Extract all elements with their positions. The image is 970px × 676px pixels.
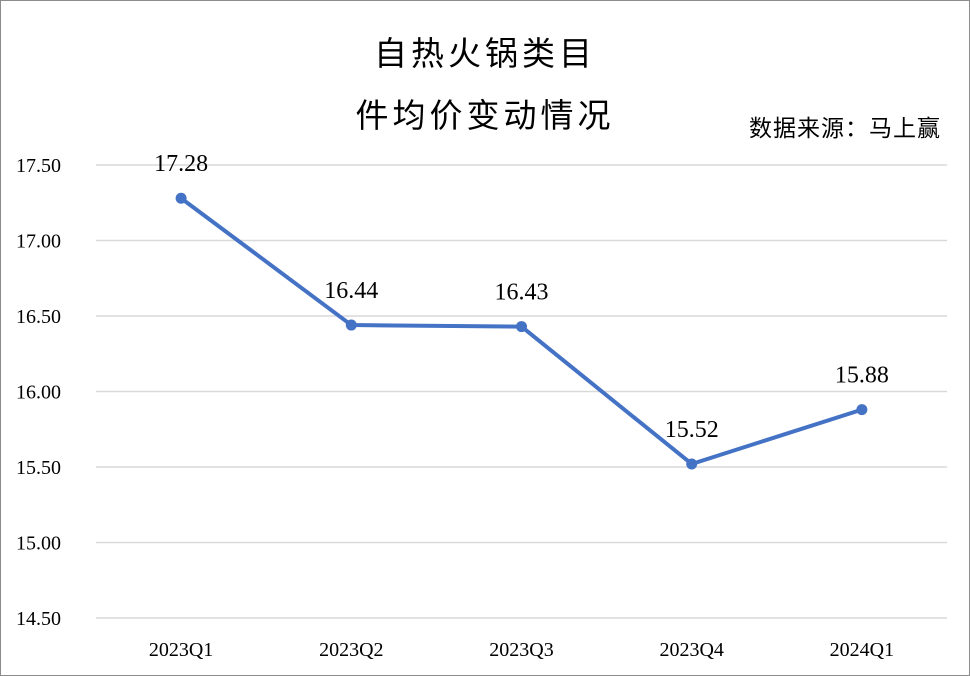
data-label: 15.88 <box>835 363 889 389</box>
data-point <box>345 319 357 331</box>
data-labels: 17.28 16.44 16.43 15.52 15.88 <box>154 151 889 443</box>
y-tick-label: 17.00 <box>16 231 61 253</box>
y-tick-label: 17.50 <box>16 155 61 177</box>
x-tick-label: 2023Q2 <box>319 639 383 661</box>
y-tick-label: 15.00 <box>16 533 61 555</box>
x-axis-ticks: 2023Q1 2023Q2 2023Q3 2023Q4 2024Q1 <box>149 639 894 661</box>
data-point <box>686 458 698 470</box>
data-source-note: 数据来源：马上赢 <box>749 116 941 142</box>
x-tick-label: 2023Q4 <box>659 639 723 661</box>
x-tick-label: 2023Q1 <box>149 639 213 661</box>
gridlines <box>96 164 947 619</box>
data-label: 15.52 <box>665 417 719 443</box>
y-axis-ticks: 14.50 15.00 15.50 16.00 16.50 17.00 17.50 <box>16 155 61 630</box>
data-label: 17.28 <box>154 151 208 177</box>
data-label: 16.44 <box>324 278 378 304</box>
chart-title-line-1: 自热火锅类目 <box>374 34 596 73</box>
series-layer <box>175 192 868 470</box>
data-point <box>516 321 527 333</box>
y-tick-label: 16.00 <box>16 382 61 404</box>
x-tick-label: 2023Q3 <box>489 639 553 661</box>
y-tick-label: 15.50 <box>16 457 61 479</box>
chart-title-line-2: 件均价变动情况 <box>355 96 615 135</box>
data-point <box>856 404 868 416</box>
y-tick-label: 14.50 <box>16 608 61 630</box>
data-point <box>175 192 187 204</box>
data-label: 16.43 <box>495 280 549 306</box>
y-tick-label: 16.50 <box>16 306 61 328</box>
x-tick-label: 2024Q1 <box>830 639 894 661</box>
